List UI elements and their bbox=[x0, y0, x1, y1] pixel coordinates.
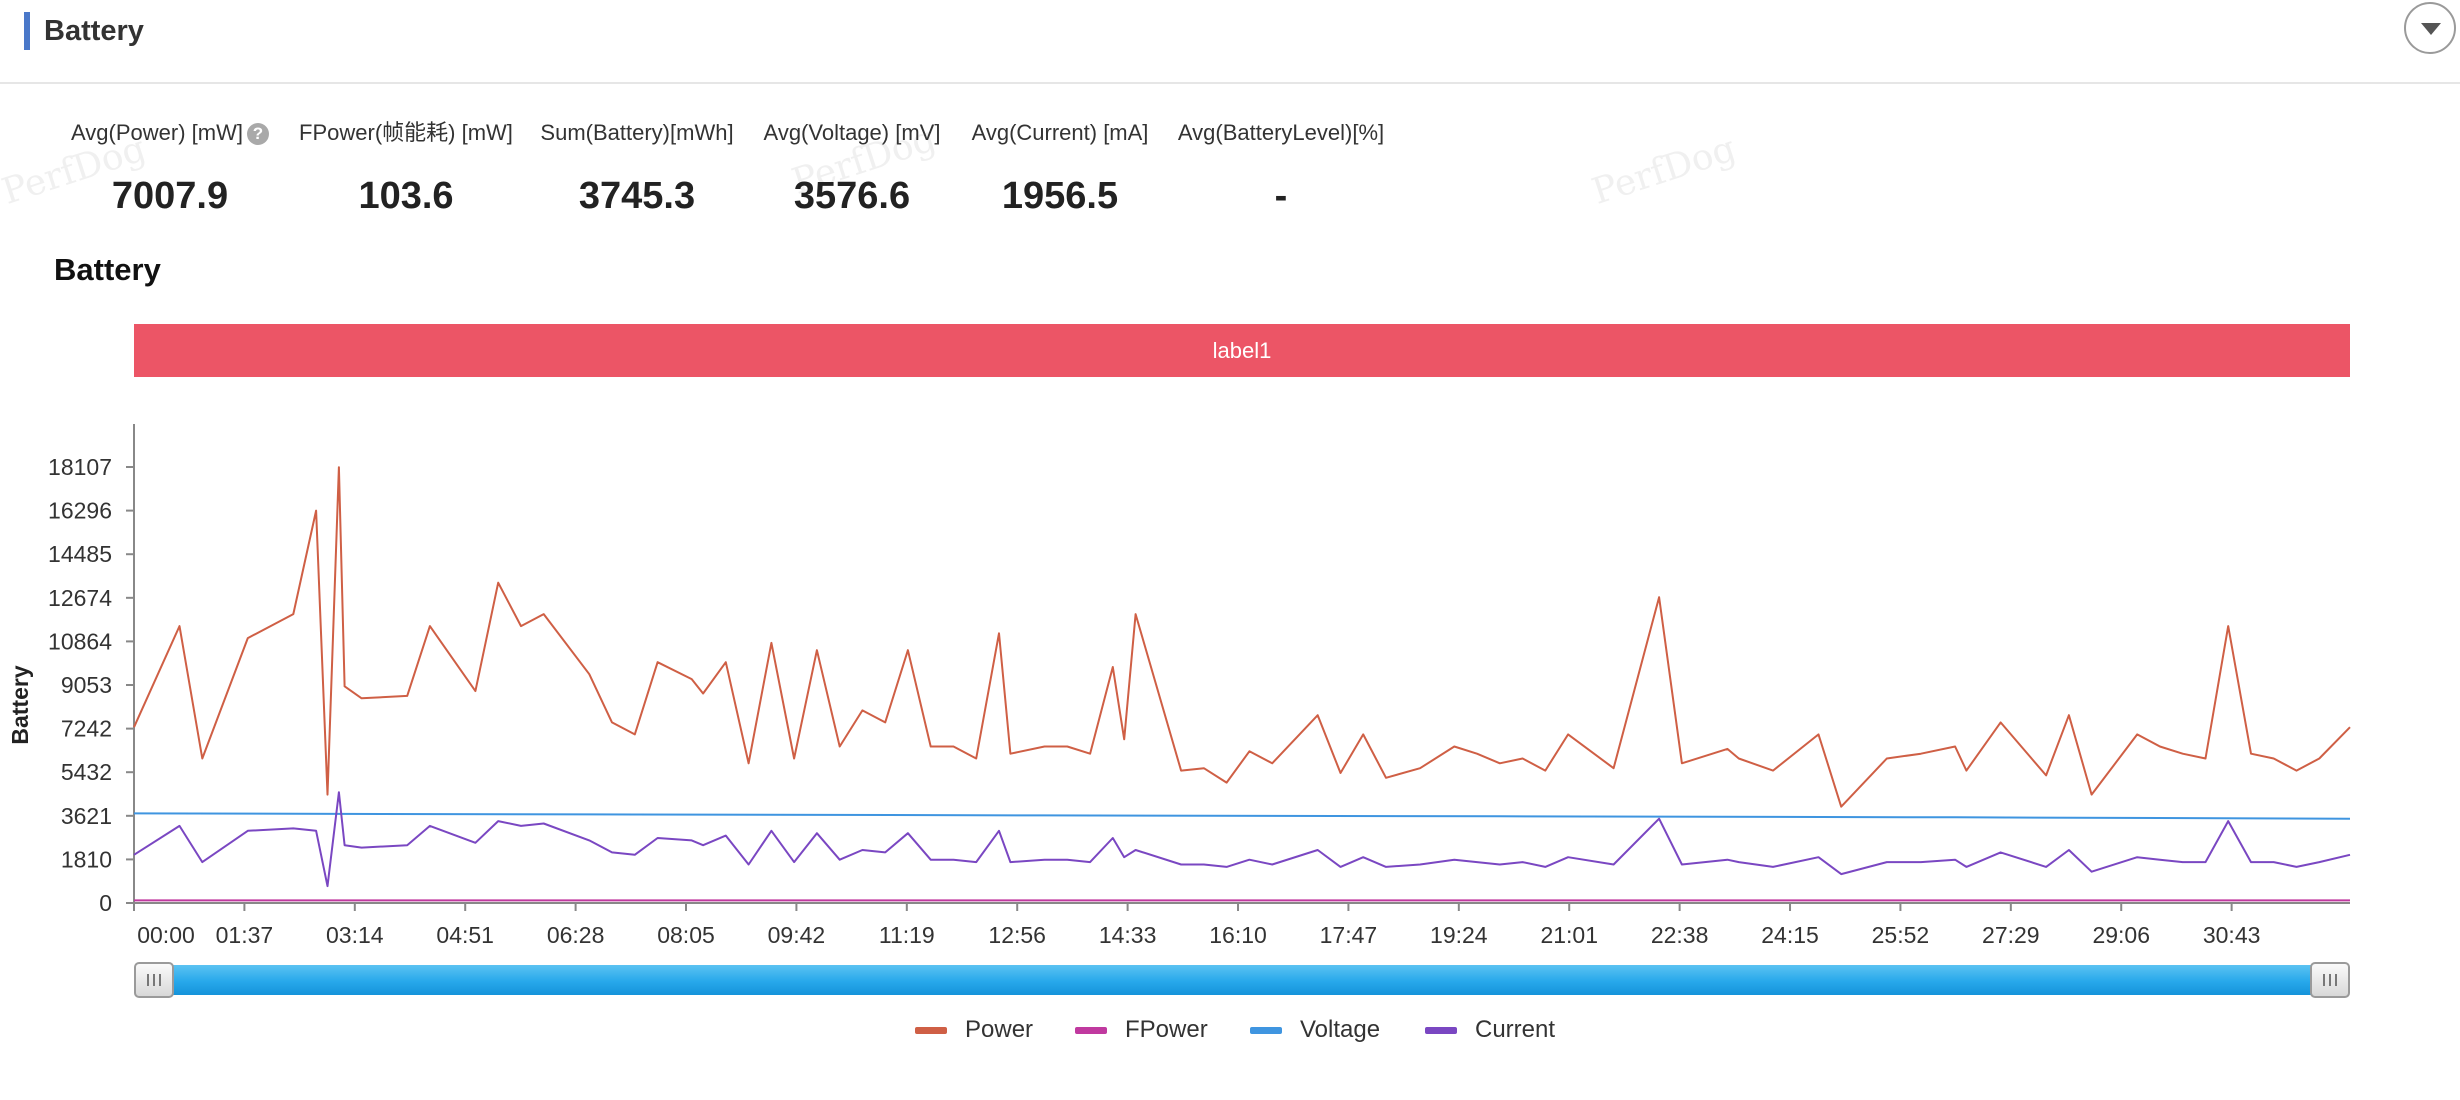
x-tick-label: 00:00 bbox=[137, 922, 195, 948]
x-tick-label: 17:47 bbox=[1320, 922, 1378, 948]
x-tick-label: 29:06 bbox=[2092, 922, 2150, 948]
x-tick-label: 19:24 bbox=[1430, 922, 1488, 948]
stat-avg-power: Avg(Power) [mW]? 7007.9 bbox=[60, 118, 280, 218]
stat-value: 3576.6 bbox=[793, 175, 911, 217]
y-tick-label: 3621 bbox=[61, 803, 112, 829]
x-tick-label: 25:52 bbox=[1872, 922, 1930, 948]
y-tick-label: 0 bbox=[99, 890, 112, 916]
x-tick-label: 22:38 bbox=[1651, 922, 1709, 948]
mark-band-label: label1 bbox=[1212, 338, 1272, 363]
stat-avg-battery-level: Avg(BatteryLevel)[%] - bbox=[1166, 118, 1396, 218]
x-tick-label: 04:51 bbox=[436, 922, 494, 948]
range-slider-left-handle[interactable] bbox=[134, 962, 174, 998]
stat-value: 7007.9 bbox=[111, 175, 229, 217]
legend-label: Voltage bbox=[1300, 1016, 1381, 1043]
legend-label: Power bbox=[965, 1016, 1034, 1043]
legend-swatch bbox=[1250, 1027, 1282, 1034]
stat-value: 103.6 bbox=[358, 175, 454, 217]
header-accent-bar bbox=[24, 12, 30, 50]
chevron-down-icon bbox=[2421, 23, 2441, 35]
x-tick-label: 03:14 bbox=[326, 922, 384, 948]
section-header: Battery bbox=[0, 0, 2460, 84]
chart-title: Battery bbox=[54, 252, 161, 287]
x-tick-label: 06:28 bbox=[547, 922, 605, 948]
x-tick-label: 11:19 bbox=[879, 922, 935, 948]
help-icon[interactable]: ? bbox=[246, 123, 269, 146]
x-tick-label: 27:29 bbox=[1982, 922, 2040, 948]
stat-value: 3745.3 bbox=[578, 175, 696, 217]
y-tick-label: 16296 bbox=[48, 498, 112, 524]
range-slider-right-handle[interactable] bbox=[2310, 962, 2350, 998]
y-tick-label: 10864 bbox=[48, 628, 112, 654]
stat-label: Sum(Battery)[mWh] bbox=[540, 120, 734, 145]
y-tick-label: 18107 bbox=[48, 454, 112, 480]
stat-label: Avg(BatteryLevel)[%] bbox=[1177, 120, 1385, 145]
stat-label: Avg(Voltage) [mV] bbox=[763, 120, 941, 145]
legend-swatch bbox=[1425, 1027, 1457, 1034]
x-tick-label: 21:01 bbox=[1540, 922, 1598, 948]
legend-swatch bbox=[1075, 1027, 1107, 1034]
collapse-button[interactable] bbox=[2404, 2, 2456, 54]
y-tick-label: 14485 bbox=[48, 541, 112, 567]
y-tick-label: 5432 bbox=[61, 759, 112, 785]
x-tick-label: 14:33 bbox=[1099, 922, 1157, 948]
legend-label: FPower bbox=[1125, 1016, 1208, 1043]
x-tick-label: 09:42 bbox=[768, 922, 826, 948]
stat-label: Avg(Power) [mW] bbox=[71, 120, 243, 145]
stat-label: FPower(帧能耗) [mW] bbox=[299, 120, 513, 145]
stat-value: - bbox=[1274, 175, 1288, 217]
stat-sum-battery: Sum(Battery)[mWh] 3745.3 bbox=[527, 118, 747, 218]
chart-legend: Power FPower Voltage Current bbox=[0, 1012, 2460, 1048]
y-tick-label: 1810 bbox=[61, 846, 112, 872]
x-tick-label: 01:37 bbox=[216, 922, 274, 948]
mark-band[interactable]: label1 bbox=[134, 324, 2350, 377]
grip-icon bbox=[147, 974, 161, 986]
series-line-power bbox=[133, 466, 2351, 808]
range-slider-track[interactable] bbox=[134, 965, 2350, 995]
x-tick-label: 30:43 bbox=[2203, 922, 2261, 948]
y-tick-label: 7242 bbox=[61, 716, 112, 742]
x-tick-label: 08:05 bbox=[657, 922, 715, 948]
stat-value: 1956.5 bbox=[1001, 175, 1119, 217]
y-axis-label: Battery bbox=[7, 665, 33, 744]
x-tick-label: 16:10 bbox=[1209, 922, 1267, 948]
series-line-current bbox=[133, 791, 2351, 888]
stat-fpower: FPower(帧能耗) [mW] 103.6 bbox=[296, 118, 516, 218]
x-tick-label: 12:56 bbox=[988, 922, 1046, 948]
y-tick-label: 12674 bbox=[48, 585, 112, 611]
legend-label: Current bbox=[1475, 1016, 1556, 1043]
y-tick-label: 9053 bbox=[61, 672, 112, 698]
grip-icon bbox=[2323, 974, 2337, 986]
legend-swatch bbox=[915, 1027, 947, 1034]
stat-avg-current: Avg(Current) [mA] 1956.5 bbox=[950, 118, 1170, 218]
x-tick-label: 24:15 bbox=[1761, 922, 1819, 948]
stat-label: Avg(Current) [mA] bbox=[971, 120, 1149, 145]
stat-avg-voltage: Avg(Voltage) [mV] 3576.6 bbox=[742, 118, 962, 218]
section-title: Battery bbox=[44, 15, 144, 47]
series-line-voltage bbox=[133, 812, 2351, 820]
